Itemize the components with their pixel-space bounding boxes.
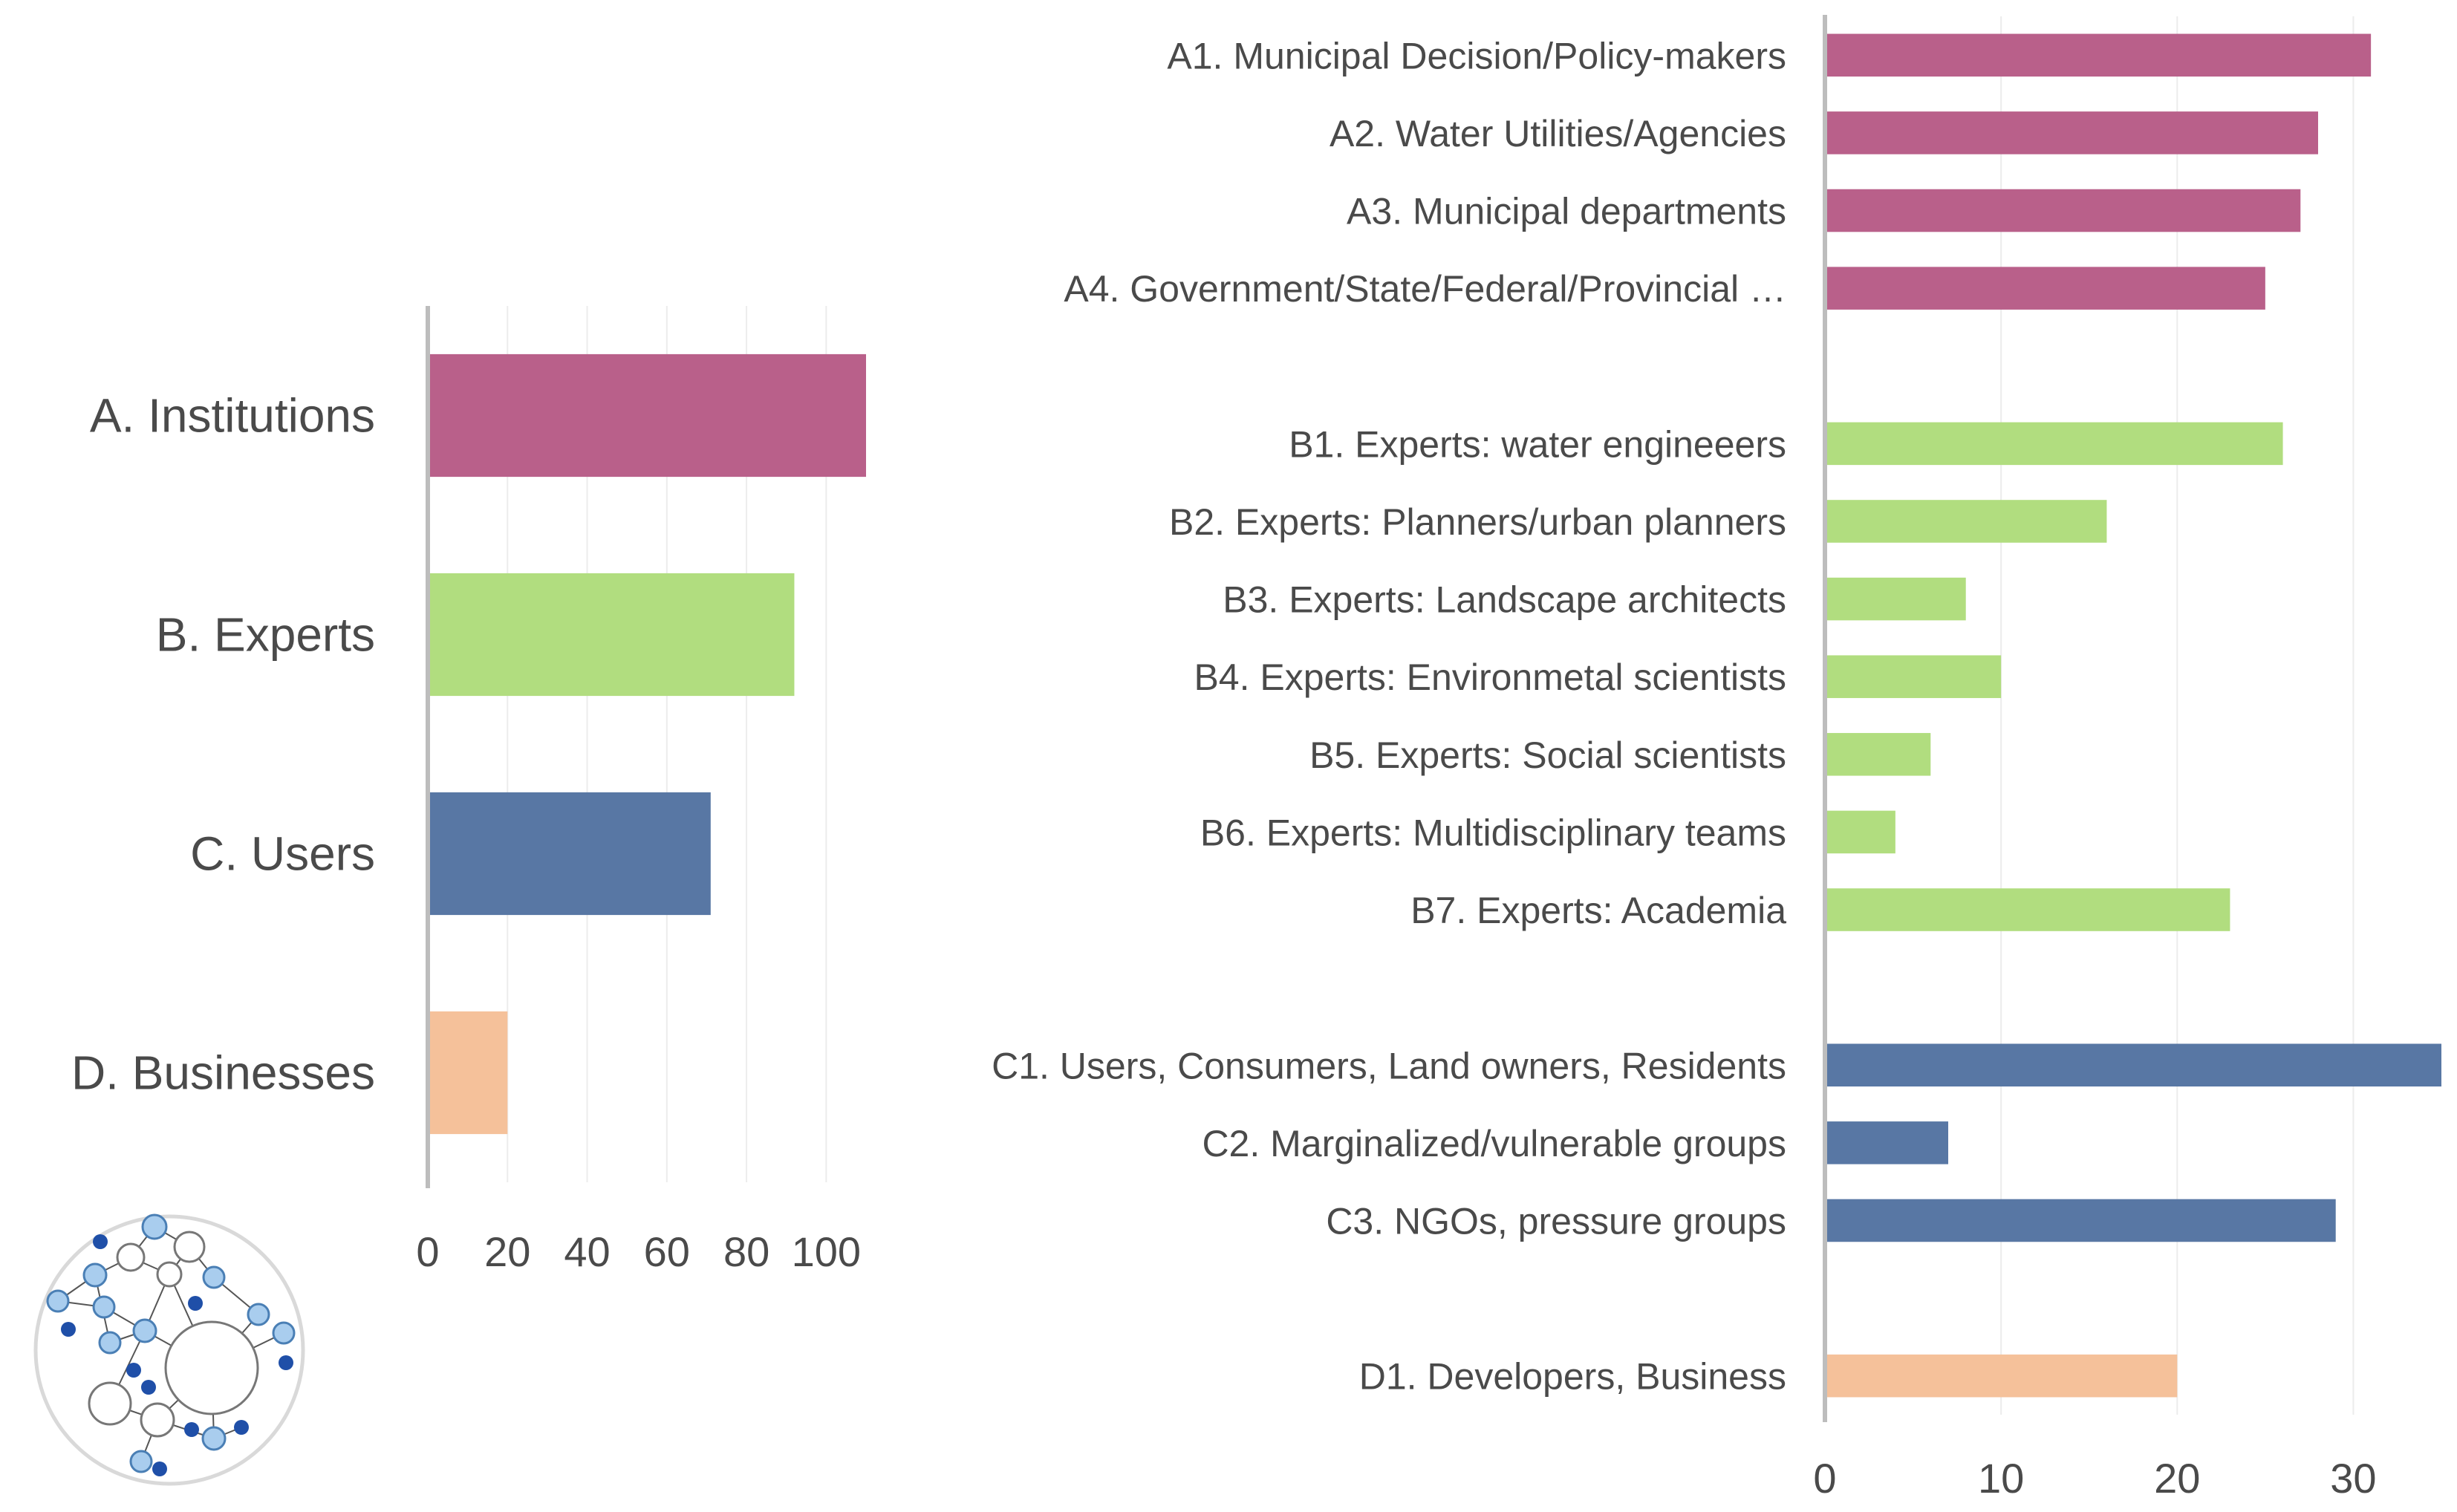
bar-b3-experts-landscape-architects — [1825, 577, 1966, 621]
category-label-a4-government-state-federal-provincial: A4. Government/State/Federal/Provincial … — [1064, 268, 1786, 310]
bar-b2-experts-planners-urban-planners — [1825, 500, 2107, 543]
category-label-a1-municipal-decision-policy-makers: A1. Municipal Decision/Policy-makers — [1167, 35, 1786, 76]
detail-bar-chart: A1. Municipal Decision/Policy-makers A2. … — [992, 15, 2441, 1502]
bar-a2-water-utilities-agencies — [1825, 111, 2318, 154]
bar-b7-experts-academia — [1825, 888, 2230, 931]
bar-b5-experts-social-scientists — [1825, 733, 1931, 776]
category-label-b4-experts-environmetal-scientists: B4. Experts: Environmetal scientists — [1194, 656, 1786, 698]
x-tick-label: 60 — [644, 1228, 690, 1275]
x-tick-label: 30 — [2330, 1455, 2376, 1502]
x-tick-label: 100 — [792, 1228, 861, 1275]
category-label-b1-experts-water-engineeers: B1. Experts: water engineeers — [1289, 423, 1786, 465]
category-label-c-users: C. Users — [190, 827, 375, 881]
x-tick-label: 80 — [723, 1228, 769, 1275]
bar-b-experts — [428, 573, 795, 697]
category-label-b2-experts-planners-urban-planners: B2. Experts: Planners/urban planners — [1169, 501, 1786, 543]
category-label-d1-developers-business: D1. Developers, Business — [1359, 1356, 1786, 1398]
bar-c2-marginalized-vulnerable-groups — [1825, 1121, 1948, 1164]
x-tick-label: 40 — [564, 1228, 610, 1275]
x-tick-label: 0 — [416, 1228, 439, 1275]
bar-c-users — [428, 792, 711, 916]
category-label-c3-ngos-pressure-groups: C3. NGOs, pressure groups — [1326, 1200, 1786, 1242]
x-tick-label: 20 — [484, 1228, 530, 1275]
network-graph-logo — [33, 1213, 305, 1486]
category-label-b7-experts-academia: B7. Experts: Academia — [1410, 890, 1786, 931]
summary-bar-chart: A. Institutions B. Experts C. Users D. Busi… — [71, 306, 866, 1275]
bar-d1-developers-business — [1825, 1354, 2178, 1398]
category-label-a2-water-utilities-agencies: A2. Water Utilities/Agencies — [1330, 113, 1786, 154]
bar-a3-municipal-departments — [1825, 189, 2301, 232]
category-label-c2-marginalized-vulnerable-groups: C2. Marginalized/vulnerable groups — [1202, 1123, 1786, 1164]
category-label-b5-experts-social-scientists: B5. Experts: Social scientists — [1309, 734, 1786, 776]
bar-a-institutions — [428, 353, 866, 478]
bar-c3-ngos-pressure-groups — [1825, 1199, 2336, 1242]
category-label-a-institutions: A. Institutions — [90, 389, 375, 443]
bar-c1-users-consumers-land-owners-residents — [1825, 1043, 2441, 1087]
bar-a4-government-state-federal-provincial — [1825, 267, 2265, 310]
bar-b6-experts-multidisciplinary-teams — [1825, 810, 1895, 854]
bar-b1-experts-water-engineeers — [1825, 422, 2283, 466]
bar-d-businesses — [428, 1011, 508, 1135]
category-label-b3-experts-landscape-architects: B3. Experts: Landscape architects — [1223, 579, 1786, 621]
category-label-b6-experts-multidisciplinary-teams: B6. Experts: Multidisciplinary teams — [1200, 812, 1786, 853]
category-label-b-experts: B. Experts — [156, 608, 375, 662]
category-label-c1-users-consumers-land-owners-residents: C1. Users, Consumers, Land owners, Resid… — [992, 1045, 1786, 1086]
bar-b4-experts-environmetal-scientists — [1825, 655, 2002, 698]
x-tick-label: 20 — [2154, 1455, 2200, 1502]
category-label-a3-municipal-departments: A3. Municipal departments — [1347, 191, 1786, 232]
x-tick-label: 10 — [1978, 1455, 2024, 1502]
x-tick-label: 0 — [1813, 1455, 1836, 1502]
category-label-d-businesses: D. Businesses — [71, 1046, 375, 1100]
bar-a1-municipal-decision-policy-makers — [1825, 33, 2372, 77]
